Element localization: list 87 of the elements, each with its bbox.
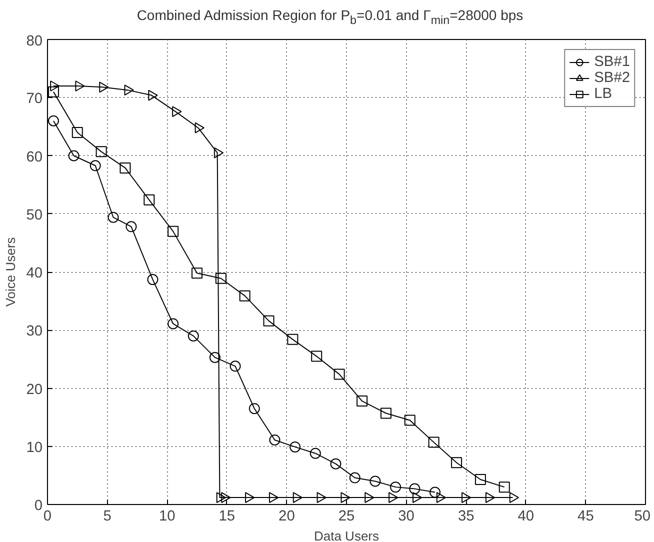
point <box>498 482 510 493</box>
point <box>194 122 204 134</box>
x-tick-label: 30 <box>398 508 414 524</box>
point <box>430 486 441 498</box>
y-tick-label: 80 <box>26 34 43 50</box>
x-tick-label: 20 <box>278 508 295 524</box>
point <box>390 482 402 493</box>
point <box>428 436 440 448</box>
legend-label: LB <box>594 86 614 102</box>
point <box>90 160 101 172</box>
point <box>144 194 155 206</box>
y-tick-label: 40 <box>26 266 43 282</box>
point <box>230 360 241 372</box>
point <box>451 457 462 468</box>
y-axis-title: Voice Users <box>3 236 18 307</box>
point <box>485 492 496 504</box>
point <box>364 492 374 504</box>
y-tick-label: 10 <box>26 440 43 456</box>
point <box>214 147 224 158</box>
y-tick-label: 60 <box>26 149 43 166</box>
y-tick-label: 0 <box>34 498 43 514</box>
x-axis-title: Data Users <box>314 528 380 542</box>
point <box>349 472 360 484</box>
x-tick-label: 35 <box>458 508 474 524</box>
point <box>68 150 80 162</box>
point <box>269 434 280 446</box>
point <box>209 352 220 363</box>
point <box>404 414 416 426</box>
point <box>263 315 274 326</box>
point <box>334 368 345 380</box>
point <box>216 492 226 504</box>
point <box>120 162 131 174</box>
point <box>474 474 486 486</box>
point <box>48 115 59 126</box>
point <box>221 492 231 504</box>
point <box>72 127 83 138</box>
x-tick-label: 45 <box>578 508 594 524</box>
y-tick-label: 30 <box>26 324 43 340</box>
point <box>148 90 158 101</box>
point <box>330 458 342 470</box>
legend-label: SB#2 <box>594 70 630 86</box>
point <box>412 492 422 504</box>
point <box>292 492 303 504</box>
point <box>380 408 392 419</box>
x-tick-label: 25 <box>338 508 355 524</box>
point <box>290 441 301 452</box>
point <box>287 334 298 345</box>
point <box>268 492 279 504</box>
point <box>409 483 420 494</box>
point <box>168 318 179 330</box>
chart-title: Combined Admission Region for P$_{b}$=0.01 and Γ$_{min}$=28000 bps <box>136 6 524 29</box>
point <box>311 350 322 362</box>
point <box>248 403 260 414</box>
x-tick-label: 40 <box>518 508 534 524</box>
point <box>99 82 109 93</box>
point <box>239 290 250 302</box>
point <box>356 396 368 407</box>
point <box>126 221 137 232</box>
legend-label: SB#1 <box>594 54 630 70</box>
point <box>172 106 182 118</box>
y-tick-label: 70 <box>26 91 43 108</box>
point <box>436 492 446 504</box>
point <box>108 212 119 223</box>
y-tick-label: 20 <box>26 382 43 398</box>
y-tick-label: 50 <box>26 207 43 224</box>
point <box>96 146 107 158</box>
point <box>370 476 381 487</box>
point <box>340 492 350 504</box>
point <box>188 330 199 342</box>
point <box>48 86 59 98</box>
point <box>147 274 158 286</box>
point <box>215 272 226 284</box>
point <box>316 492 326 504</box>
point <box>168 226 179 237</box>
x-tick-label: 50 <box>634 508 651 524</box>
point <box>388 492 398 504</box>
point <box>245 492 255 504</box>
x-tick-label: 15 <box>218 508 236 524</box>
x-tick-label: 10 <box>158 508 176 524</box>
point <box>124 84 134 96</box>
point <box>75 80 85 92</box>
x-tick-label: 5 <box>103 508 112 524</box>
point <box>310 448 321 459</box>
point <box>462 492 472 504</box>
point <box>50 80 60 92</box>
point <box>192 268 202 279</box>
point <box>509 492 520 504</box>
